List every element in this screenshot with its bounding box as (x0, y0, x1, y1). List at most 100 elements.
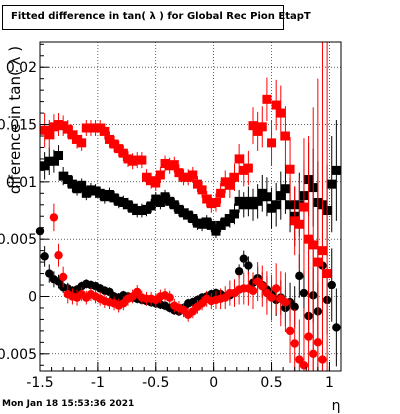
series-layer (35, 42, 341, 371)
data-point-square (142, 172, 152, 182)
data-point-square (118, 197, 128, 207)
x-tick-label: -0.5 (142, 375, 169, 391)
data-point-square (54, 150, 64, 160)
y-tick-label: 0.01 (6, 175, 37, 191)
chart-title: Fitted difference in tan( λ ) for Global… (11, 11, 311, 22)
data-point-square (77, 138, 87, 148)
data-point-circle (285, 326, 295, 336)
data-point-square (271, 100, 281, 110)
data-point-square (54, 120, 64, 130)
data-point-square (202, 194, 212, 204)
data-point-square (155, 170, 165, 180)
data-point-square (40, 161, 50, 171)
data-point-square (40, 125, 50, 135)
data-point-square (86, 185, 96, 195)
data-point-square (304, 234, 314, 244)
data-point-circle (299, 288, 309, 298)
data-point-square (137, 155, 147, 165)
data-point-square (58, 171, 68, 181)
x-tick-label: 0 (209, 375, 218, 391)
data-point-circle (271, 284, 281, 293)
data-point-square (299, 202, 309, 212)
data-point-square (206, 199, 216, 209)
data-point-square (77, 180, 87, 190)
data-point-circle (45, 269, 54, 278)
data-point-square (165, 161, 175, 171)
data-point-square (192, 179, 202, 189)
data-point-square (225, 180, 235, 190)
data-point-square (216, 220, 226, 230)
data-point-square (142, 204, 152, 214)
data-point-circle (281, 298, 290, 307)
data-point-circle (244, 261, 253, 270)
data-point-square (100, 126, 110, 136)
data-point-square (179, 172, 189, 182)
data-point-square (188, 214, 198, 224)
data-point-circle (165, 293, 174, 302)
data-point-square (44, 156, 54, 166)
data-point-square (211, 197, 221, 207)
data-point-square (67, 130, 77, 140)
data-point-square (234, 154, 244, 164)
data-point-square (146, 176, 156, 186)
data-point-circle (248, 286, 258, 295)
y-tick-label: 0.005 (0, 232, 37, 248)
data-point-square (58, 121, 68, 131)
data-point-circle (234, 267, 244, 276)
data-point-circle (332, 323, 341, 332)
data-point-circle (133, 287, 142, 297)
data-point-square (95, 188, 105, 198)
data-point-square (63, 124, 73, 134)
data-point-square (109, 139, 119, 149)
y-tick-label: -0.005 (0, 347, 37, 363)
data-point-square (257, 122, 267, 132)
data-point-square (206, 220, 216, 230)
data-point-circle (290, 302, 299, 312)
data-point-square (290, 216, 300, 226)
data-point-square (95, 123, 105, 133)
data-point-square (202, 217, 212, 227)
data-point-square (91, 123, 101, 133)
data-point-square (63, 175, 73, 185)
x-tick-label: 0.5 (260, 375, 282, 391)
data-point-square (174, 204, 184, 214)
data-point-square (183, 210, 193, 220)
data-point-square (267, 138, 277, 148)
data-point-square (174, 168, 184, 178)
data-point-square (44, 130, 54, 140)
data-point-square (151, 194, 161, 204)
data-point-square (322, 269, 332, 279)
data-point-square (220, 217, 230, 227)
data-point-square (216, 188, 226, 198)
data-point-circle (318, 355, 327, 364)
timestamp: Mon Jan 18 15:53:36 2021 (2, 399, 135, 409)
data-point-square (197, 185, 207, 195)
data-point-square (165, 196, 175, 206)
data-point-square (267, 203, 277, 213)
data-point-square (91, 186, 101, 196)
data-point-square (123, 200, 133, 210)
data-point-circle (304, 332, 313, 341)
data-point-square (276, 191, 286, 201)
data-point-circle (258, 281, 267, 291)
data-point-square (229, 172, 239, 182)
data-point-square (327, 179, 337, 189)
data-point-circle (290, 339, 299, 348)
data-point-square (248, 121, 258, 131)
data-point-square (243, 163, 253, 173)
data-point-square (248, 200, 258, 210)
data-point-square (132, 206, 142, 216)
data-point-square (183, 172, 193, 182)
data-point-circle (239, 254, 248, 263)
data-point-square (285, 164, 295, 174)
x-axis-label: η (332, 398, 341, 414)
data-point-square (114, 144, 124, 154)
data-point-square (72, 134, 82, 144)
data-point-square (280, 131, 290, 141)
data-point-square (179, 208, 189, 218)
data-point-square (280, 184, 290, 194)
data-point-square (285, 200, 295, 210)
data-point-circle (49, 213, 59, 222)
data-point-circle (54, 251, 63, 260)
